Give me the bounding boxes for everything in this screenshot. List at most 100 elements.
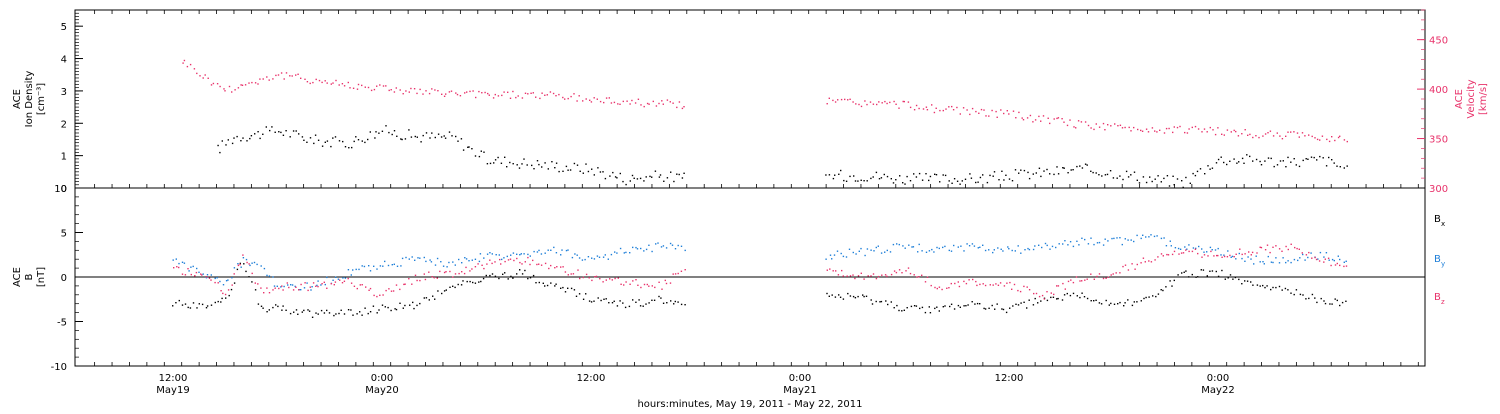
data-point [393,263,395,265]
data-point [225,297,227,299]
data-point [1122,178,1124,181]
data-point [231,142,234,145]
data-point [875,277,878,280]
data-point [1090,237,1092,239]
data-point [541,166,543,168]
data-point [428,92,431,95]
data-point [310,289,312,291]
data-point [425,260,427,263]
data-point [353,285,356,287]
data-point [303,287,306,289]
data-point [429,259,431,261]
data-point [913,173,915,175]
data-point [430,261,433,263]
data-point [1287,248,1289,251]
data-point [954,282,956,285]
data-point [631,99,633,102]
data-point [243,263,245,265]
data-point [178,266,180,269]
data-point [273,285,276,287]
data-point [1136,234,1138,237]
data-point [1032,121,1034,123]
data-point [1215,162,1218,164]
data-point [312,282,315,284]
data-point [1203,251,1205,253]
data-point [1136,301,1138,303]
data-point [904,247,906,249]
data-point [1238,161,1240,163]
data-point [1206,275,1208,277]
data-point [1027,171,1029,174]
data-point [1114,123,1116,125]
data-point [599,171,602,173]
data-point [489,274,491,277]
data-point [1266,244,1269,246]
data-point [826,269,828,271]
data-point [612,171,614,174]
data-point [1075,127,1077,129]
data-point [1055,246,1057,249]
data-point [367,138,369,141]
data-point [852,101,854,103]
data-point [1131,304,1134,307]
data-point [1093,300,1095,302]
data-point [1256,284,1259,286]
data-point [648,244,650,246]
data-point [1143,297,1145,300]
data-point [991,304,993,307]
data-point [516,164,518,166]
data-point [1106,173,1109,176]
data-point [1062,243,1064,245]
data-point [544,285,546,287]
data-point [1296,247,1298,250]
data-point [478,260,481,263]
data-point [840,98,843,101]
data-point [282,289,284,291]
data-point [931,248,933,251]
data-point [339,279,341,281]
data-point [1239,248,1241,250]
data-point [1069,119,1071,121]
data-point [1166,253,1168,256]
data-point [1182,252,1185,254]
data-point [291,75,293,77]
data-point [863,278,865,280]
data-point [502,273,504,275]
data-point [1012,305,1014,307]
data-point [1323,256,1325,258]
data-point [846,275,848,277]
data-point [272,306,274,309]
data-point [959,183,961,185]
data-point [402,307,404,309]
data-point [617,103,619,105]
data-point [681,177,684,179]
data-point [925,251,928,253]
data-point [521,263,523,265]
data-point [1028,248,1031,251]
data-point [1330,264,1332,267]
data-point [854,180,857,182]
data-point [237,87,240,89]
data-point [538,281,540,284]
data-point [994,308,996,310]
data-point [971,243,974,245]
data-point [289,75,291,77]
data-point [199,75,201,77]
data-point [1192,172,1194,175]
data-point [863,180,865,182]
data-point [878,101,880,103]
data-point [472,90,474,92]
data-point [942,306,944,308]
data-point [1324,258,1326,260]
data-point [680,303,683,306]
data-point [1041,246,1043,249]
data-point [1057,285,1060,287]
data-point [333,284,335,286]
data-point [913,109,916,111]
data-point [1033,292,1035,295]
data-point [410,136,413,138]
data-point [230,288,233,291]
data-point [375,131,377,133]
data-point [317,280,319,282]
data-point [1258,136,1260,139]
